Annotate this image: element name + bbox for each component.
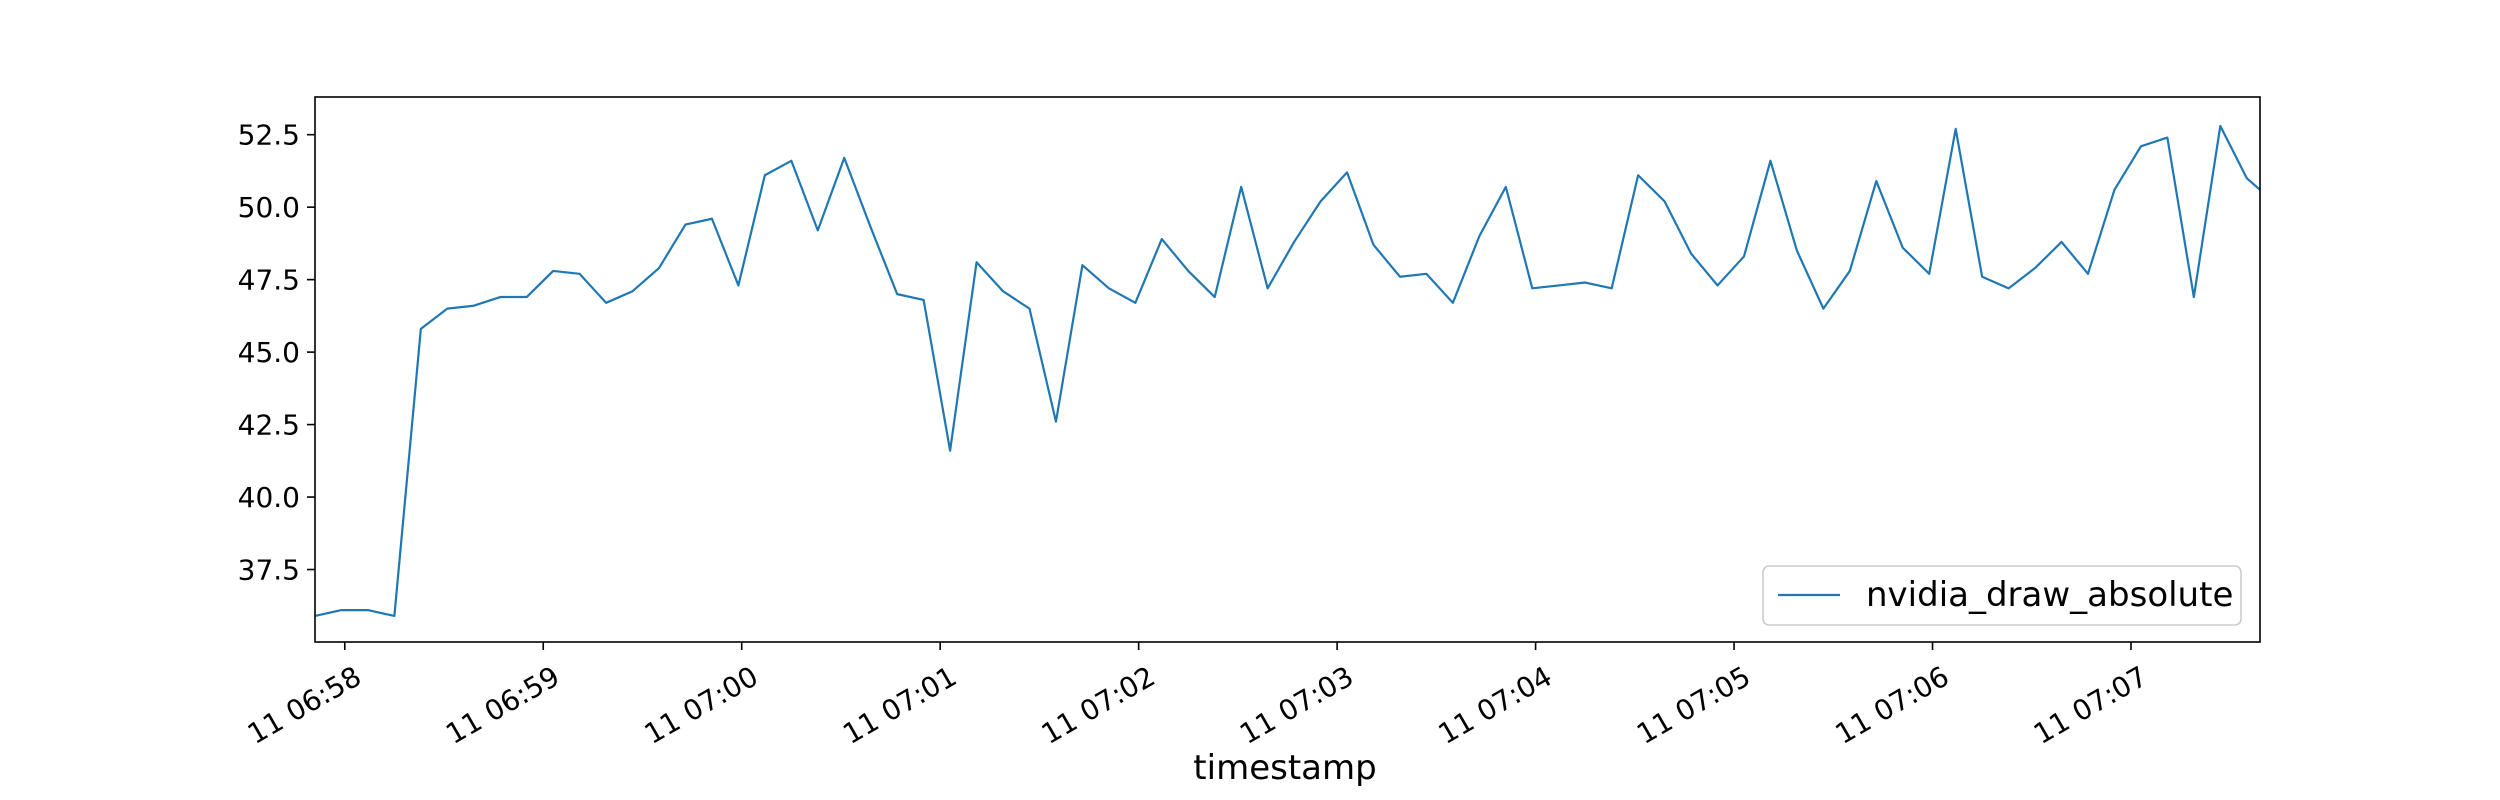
y-tick-label: 52.5 (238, 118, 300, 151)
legend-label: nvidia_draw_absolute (1866, 575, 2233, 615)
y-tick-label: 45.0 (238, 336, 300, 369)
x-tick-label: 11 07:03 (1234, 660, 1359, 751)
plot-frame (314, 96, 2261, 643)
y-tick-label: 47.5 (238, 263, 300, 296)
y-axis: 37.5 40.0 42.5 45.0 47.5 50.0 52.5 (238, 118, 315, 586)
legend-box (1762, 565, 2242, 626)
x-tick-label: 11 07:01 (837, 660, 962, 751)
legend: nvidia_draw_absolute (1762, 565, 2242, 626)
x-tick-label: 11 07:06 (1830, 660, 1955, 751)
x-tick-label: 11 07:07 (2028, 660, 2153, 751)
series-line-0 (314, 124, 2261, 618)
y-tick-label: 50.0 (238, 191, 300, 224)
x-tick-label: 11 07:02 (1036, 660, 1161, 751)
x-tick-label: 11 07:00 (639, 660, 764, 751)
x-axis: 11 06:58 11 06:59 11 07:00 11 07:01 11 07:02… (242, 642, 2153, 751)
y-tick-label: 40.0 (238, 481, 300, 514)
x-tick-label: 11 06:58 (242, 660, 367, 751)
x-axis-label: timestamp (1193, 748, 1376, 788)
x-tick-label: 11 07:05 (1631, 660, 1756, 751)
x-tick-label: 11 06:59 (440, 660, 565, 751)
y-tick-label: 42.5 (238, 408, 300, 441)
chart-marks (314, 124, 2261, 618)
x-tick-label: 11 07:04 (1433, 660, 1558, 751)
y-tick-label: 37.5 (238, 553, 300, 586)
